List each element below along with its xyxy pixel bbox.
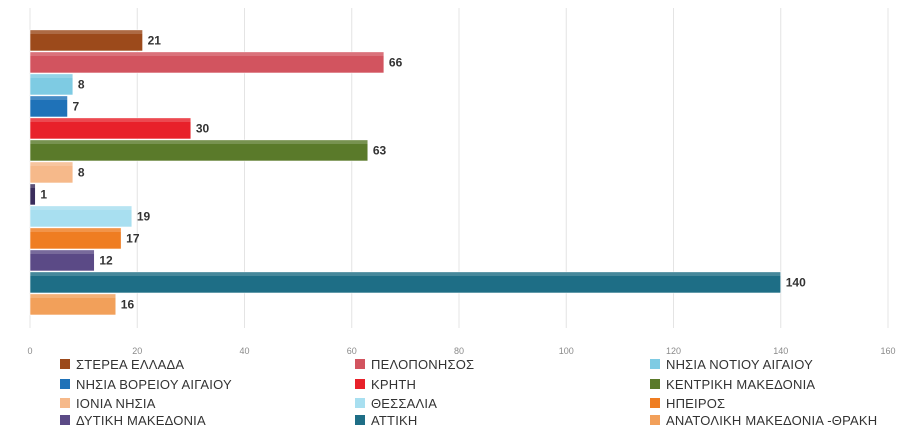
data-label: 140 — [786, 276, 806, 290]
x-tick-label: 160 — [880, 346, 895, 356]
bar-highlight — [30, 295, 116, 298]
x-tick-label: 140 — [773, 346, 788, 356]
data-label: 8 — [78, 78, 85, 92]
bar-highlight — [30, 97, 68, 100]
data-label: 12 — [99, 254, 113, 268]
bar-highlight — [30, 229, 122, 232]
data-label: 1 — [40, 188, 47, 202]
x-tick-label: 80 — [454, 346, 464, 356]
bar — [29, 95, 68, 118]
data-labels: 21 66 8 7 30 63 8 1 19 17 12 140 16 — [40, 34, 806, 312]
bar-highlight — [30, 75, 73, 78]
x-tick-label: 0 — [27, 346, 32, 356]
data-label: 21 — [148, 34, 162, 48]
bar — [29, 73, 74, 96]
bar-highlight — [30, 163, 73, 166]
x-tick-label: 40 — [239, 346, 249, 356]
bar — [29, 183, 36, 206]
bar-highlight — [30, 141, 368, 144]
bar — [29, 293, 117, 316]
bar-highlight — [30, 251, 95, 254]
bar — [29, 205, 133, 228]
bar — [29, 51, 385, 74]
x-axis-ticks: 0 20 40 60 80 100 120 140 160 — [27, 346, 895, 356]
x-tick-label: 120 — [666, 346, 681, 356]
bar-highlight — [30, 31, 143, 34]
bar-highlight — [30, 273, 781, 276]
bar — [29, 161, 74, 184]
data-label: 17 — [126, 232, 140, 246]
bar — [29, 139, 369, 162]
bar-highlight — [30, 207, 132, 210]
data-label: 7 — [73, 100, 80, 114]
x-tick-label: 20 — [132, 346, 142, 356]
bar — [29, 227, 122, 250]
x-tick-label: 100 — [559, 346, 574, 356]
x-tick-label: 60 — [347, 346, 357, 356]
bar-highlight — [30, 185, 36, 188]
data-label: 19 — [137, 210, 151, 224]
data-label: 8 — [78, 166, 85, 180]
bar-highlight — [30, 53, 384, 56]
bar — [29, 29, 143, 52]
bar-highlight — [30, 119, 191, 122]
data-label: 30 — [196, 122, 210, 136]
data-label: 63 — [373, 144, 387, 158]
bar — [29, 117, 192, 140]
bar — [29, 249, 95, 272]
bar — [29, 271, 782, 294]
data-label: 16 — [121, 298, 135, 312]
data-label: 66 — [389, 56, 403, 70]
bars — [29, 29, 782, 316]
